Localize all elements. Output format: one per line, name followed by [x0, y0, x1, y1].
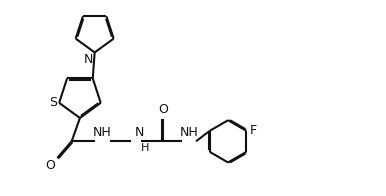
Text: O: O [45, 159, 55, 172]
Text: H: H [141, 143, 149, 153]
Text: NH: NH [180, 126, 199, 139]
Text: S: S [49, 96, 57, 109]
Text: O: O [158, 103, 168, 116]
Text: NH: NH [93, 126, 112, 139]
Text: N: N [135, 126, 144, 139]
Text: F: F [249, 123, 256, 137]
Text: N: N [83, 53, 93, 66]
